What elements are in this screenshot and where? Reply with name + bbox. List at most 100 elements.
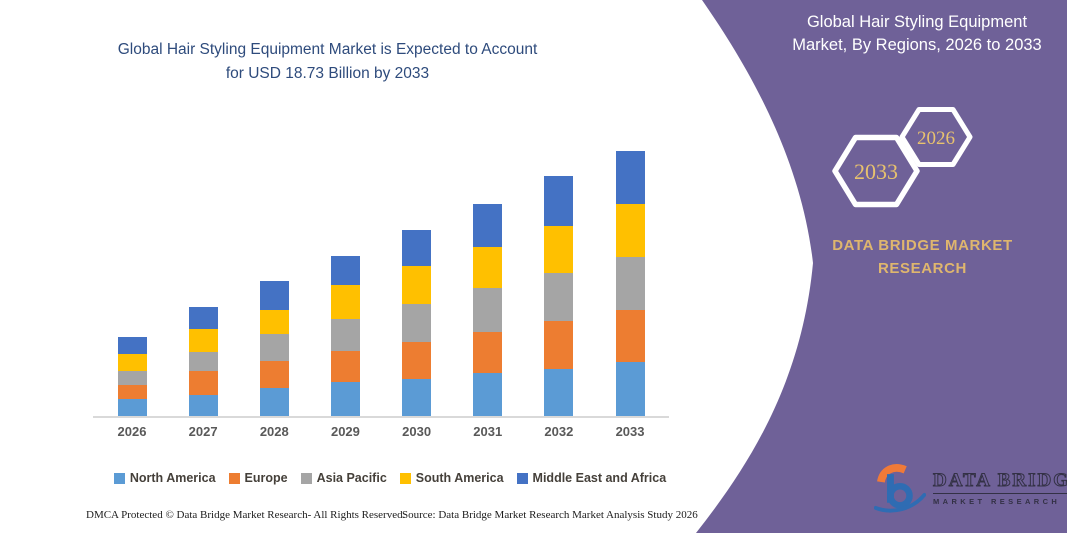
bar-stack-2029 [330,255,360,416]
hexagon-2033 [832,134,920,208]
logo-orange-swirl [877,464,907,483]
x-axis-label-2028: 2028 [259,424,289,439]
bar-segment [402,342,432,380]
x-axis-label-2026: 2026 [117,424,147,439]
bar-segment [615,309,645,363]
x-axis-label-2027: 2027 [188,424,218,439]
chart-title: Global Hair Styling Equipment Market is … [55,38,600,86]
x-axis-label-2032: 2032 [544,424,574,439]
legend-label: North America [129,471,216,485]
bar-segment [259,333,289,361]
legend-swatch-icon [516,472,528,484]
legend-item: Middle East and Africa [516,471,667,485]
legend-item: Asia Pacific [300,471,387,485]
logo-swoosh [874,492,926,513]
bar-segment [330,285,360,320]
bar-segment [402,379,432,416]
logo-subtitle: MARKET RESEARCH [933,497,1061,506]
bar-segment [473,373,503,416]
hexagon-2026 [899,107,973,167]
legend-swatch-icon [300,472,312,484]
x-axis-label-2029: 2029 [330,424,360,439]
bar-segment [544,320,574,370]
bar-segment [259,360,289,388]
bar-segment [402,303,432,343]
bar-stack-2026 [117,336,147,416]
hexagon-year-2033: 2033 [854,159,898,184]
brand-line2: RESEARCH [878,260,967,277]
x-axis-line [93,416,669,418]
bar-segment [330,255,360,286]
bar-segment [117,384,147,399]
legend-item: Europe [228,471,288,485]
x-axis-label-2030: 2030 [402,424,432,439]
logo-b-bowl [887,483,913,509]
bar-segment [259,387,289,416]
panel-title-line1: Global Hair Styling Equipment [806,13,1028,31]
x-axis-label-2031: 2031 [473,424,503,439]
legend-label: South America [415,471,504,485]
brand-line1: DATA BRIDGE MARKET [832,237,1013,254]
bar-segment [117,353,147,371]
footer-source-text: Source: Data Bridge Market Research Mark… [402,509,698,521]
bar-segment [544,225,574,273]
bar-segment [330,381,360,416]
bar-segment [473,332,503,374]
bar-segment [402,265,432,304]
bar-stack-2033 [615,150,645,416]
chart-title-line2: for USD 18.73 Billion by 2033 [225,65,430,82]
bar-segment [188,394,218,416]
legend-label: Asia Pacific [316,471,387,485]
bar-segment [615,150,645,205]
legend-item: North America [113,471,216,485]
legend-label: Middle East and Africa [532,471,667,485]
bar-stack-2030 [402,230,432,416]
bar-segment [117,398,147,416]
bar-segment [330,319,360,351]
bar-segment [473,247,503,289]
bar-segment [544,176,574,226]
legend-item: South America [399,471,504,485]
bar-segment [544,369,574,416]
bar-segment [188,329,218,353]
bar-segment [188,370,218,395]
bar-stack-2027 [188,306,218,416]
dbmr-logo-mark [874,464,926,513]
bar-segment [615,362,645,416]
legend-swatch-icon [399,472,411,484]
bar-segment [615,256,645,310]
brand-wordmark: DATA BRIDGE MARKET RESEARCH [800,234,1045,280]
legend-swatch-icon [228,472,240,484]
plot-area: 2026 2027 2028 2029 2030 2031 2032 2033 [117,150,645,439]
legend-swatch-icon [113,472,125,484]
logo-name: DATA BRIDGE [933,470,1067,494]
hexagon-year-2026: 2026 [917,128,955,149]
dbmr-logo: DATA BRIDGE MARKET RESEARCH [874,462,1067,514]
bar-stack-2028 [259,281,289,416]
bar-stack-2031 [473,204,503,416]
bar-stack-2032 [544,176,574,416]
x-axis-label-2033: 2033 [615,424,645,439]
bar-segment [473,288,503,333]
year-hexagons: 2033 2026 [832,107,973,208]
panel-title-line2: Market, By Regions, 2026 to 2033 [792,36,1042,54]
dbmr-logo-text: DATA BRIDGE MARKET RESEARCH [933,470,1067,506]
bar-segment [615,204,645,257]
bar-segment [259,281,289,310]
bar-segment [117,336,147,354]
footer-dmca-text: DMCA Protected © Data Bridge Market Rese… [86,509,406,521]
bar-segment [402,230,432,266]
panel-title: Global Hair Styling Equipment Market, By… [782,11,1052,57]
chart-title-line1: Global Hair Styling Equipment Market is … [117,41,538,58]
bar-segment [259,309,289,334]
bar-segment [544,272,574,321]
bar-segment [473,204,503,248]
legend-label: Europe [244,471,288,485]
chart-legend: North America Europe Asia Pacific South Ame… [40,471,740,485]
bar-segment [117,370,147,385]
bar-segment [330,350,360,382]
bar-segment [188,306,218,330]
bar-segment [188,352,218,371]
